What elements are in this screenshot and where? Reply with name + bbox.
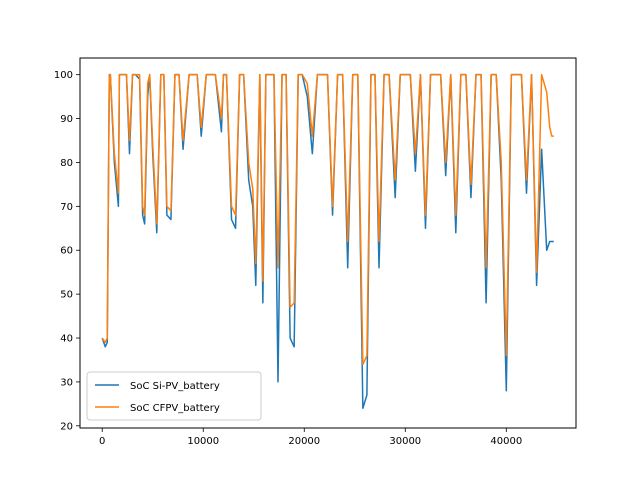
y-tick-label: 100 [54,70,73,81]
x-axis: 0 10000 20000 30000 40000 [99,428,522,447]
x-tick-label: 10000 [187,436,219,447]
y-tick-label: 90 [60,114,73,125]
series-line-1 [101,73,554,366]
y-axis: 20 30 40 50 60 70 80 90 100 [54,70,80,432]
plot-frame [79,57,577,429]
legend-label-cfpv: SoC CFPV_battery [130,403,220,414]
series-layer [101,73,554,409]
x-tick-label: 40000 [490,436,522,447]
y-tick-label: 20 [60,421,73,432]
y-tick-label: 80 [60,158,73,169]
y-tick-label: 40 [60,334,73,345]
y-tick-label: 30 [60,377,73,388]
x-tick-label: 30000 [389,436,421,447]
y-tick-label: 70 [60,202,73,213]
x-tick-label: 0 [99,436,105,447]
legend-label-si-pv: SoC Si-PV_battery [130,381,220,392]
x-tick-label: 20000 [288,436,320,447]
y-tick-label: 50 [60,290,73,301]
y-tick-label: 60 [60,246,73,257]
legend-box [86,371,262,421]
legend: SoC Si-PV_battery SoC CFPV_battery [86,371,262,421]
